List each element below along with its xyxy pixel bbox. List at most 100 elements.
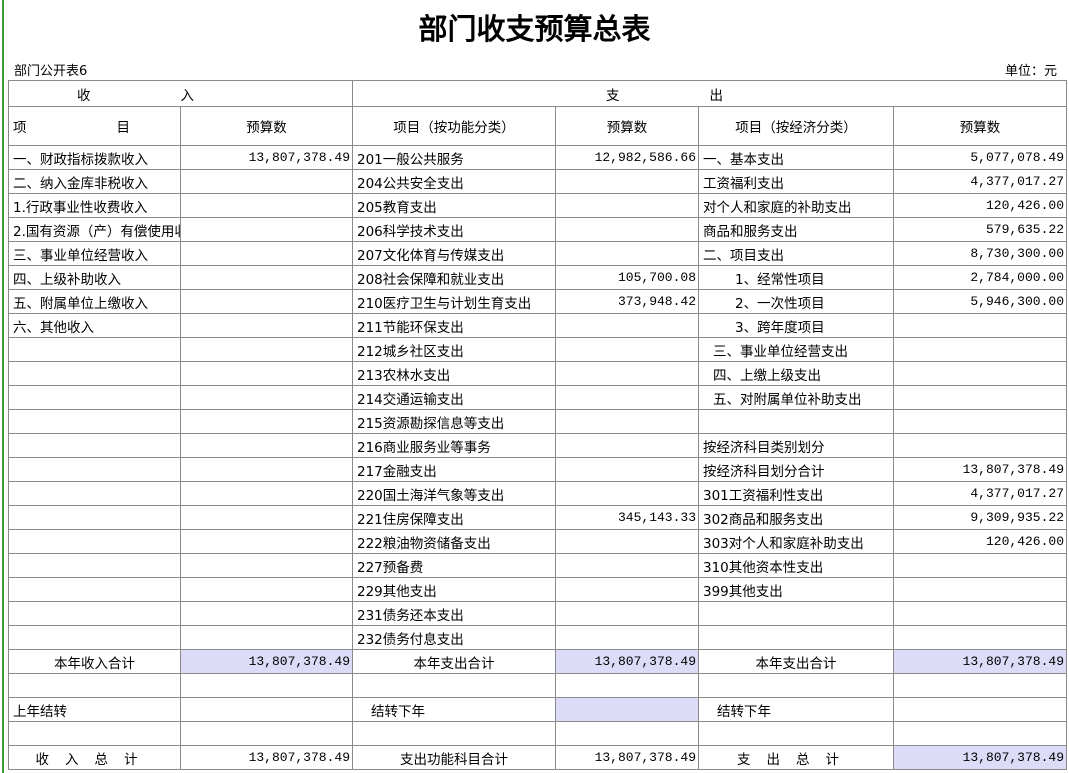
item-cell: 对个人和家庭的补助支出 xyxy=(698,193,894,218)
item-cell xyxy=(8,409,181,434)
amount-cell xyxy=(180,481,353,506)
amount-cell xyxy=(180,361,353,386)
item-cell xyxy=(8,337,181,362)
item-cell xyxy=(8,625,181,650)
amount-cell xyxy=(555,313,699,338)
item-cell xyxy=(8,505,181,530)
amount-cell: 8,730,300.00 xyxy=(893,241,1067,266)
item-cell: 二、项目支出 xyxy=(698,241,894,266)
item-cell xyxy=(8,385,181,410)
column-header: 项目（按功能分类） xyxy=(352,106,556,146)
table-row: 上年结转 结转下年 结转下年 xyxy=(8,697,1067,722)
amount-cell xyxy=(180,265,353,290)
amount-cell xyxy=(180,553,353,578)
empty-cell xyxy=(698,673,894,698)
item-cell: 结转下年 xyxy=(352,697,556,722)
amount-cell: 579,635.22 xyxy=(893,217,1067,242)
item-cell: 三、事业单位经营支出 xyxy=(698,337,894,362)
amount-cell: 5,077,078.49 xyxy=(893,145,1067,170)
item-cell: 1.行政事业性收费收入 xyxy=(8,193,181,218)
amount-cell xyxy=(555,409,699,434)
item-cell: 302商品和服务支出 xyxy=(698,505,894,530)
amount-cell xyxy=(180,217,353,242)
amount-cell: 373,948.42 xyxy=(555,289,699,314)
table-row: 本年收入合计 13,807,378.49 本年支出合计 13,807,378.49 本年… xyxy=(8,649,1067,674)
item-cell: 204公共安全支出 xyxy=(352,169,556,194)
item-cell: 220国土海洋气象等支出 xyxy=(352,481,556,506)
amount-cell xyxy=(180,697,353,722)
amount-cell: 12,982,586.66 xyxy=(555,145,699,170)
item-cell: 222粮油物资储备支出 xyxy=(352,529,556,554)
item-cell xyxy=(698,625,894,650)
amount-cell xyxy=(180,409,353,434)
table-row: 217金融支出 按经济科目划分合计 13,807,378.49 xyxy=(8,457,1067,482)
edge-line xyxy=(2,0,4,773)
table-row: 二、纳入金库非税收入 204公共安全支出 工资福利支出 4,377,017.27 xyxy=(8,169,1067,194)
item-cell: 三、事业单位经营收入 xyxy=(8,241,181,266)
amount-cell: 13,807,378.49 xyxy=(893,649,1067,674)
amount-cell xyxy=(180,289,353,314)
amount-cell xyxy=(555,361,699,386)
item-cell: 1、经常性项目 xyxy=(698,265,894,290)
group-header: 收入 xyxy=(8,80,353,107)
amount-cell: 4,377,017.27 xyxy=(893,169,1067,194)
amount-cell: 4,377,017.27 xyxy=(893,481,1067,506)
amount-cell: 13,807,378.49 xyxy=(180,649,353,674)
empty-cell xyxy=(893,673,1067,698)
amount-cell xyxy=(893,625,1067,650)
item-cell: 工资福利支出 xyxy=(698,169,894,194)
amount-cell xyxy=(893,361,1067,386)
item-cell: 二、纳入金库非税收入 xyxy=(8,169,181,194)
item-cell: 支出功能科目合计 xyxy=(352,745,556,770)
amount-cell xyxy=(555,601,699,626)
amount-cell xyxy=(555,457,699,482)
unit-label: 单位：元 xyxy=(1004,64,1057,79)
amount-cell: 105,700.08 xyxy=(555,265,699,290)
item-cell: 211节能环保支出 xyxy=(352,313,556,338)
amount-cell xyxy=(893,577,1067,602)
item-cell: 商品和服务支出 xyxy=(698,217,894,242)
amount-cell: 13,807,378.49 xyxy=(893,457,1067,482)
empty-cell xyxy=(893,721,1067,746)
empty-cell xyxy=(352,721,556,746)
item-cell: 217金融支出 xyxy=(352,457,556,482)
table-row: 一、财政指标拨款收入 13,807,378.49 201一般公共服务 12,982,5… xyxy=(8,145,1067,170)
item-cell: 六、其他收入 xyxy=(8,313,181,338)
item-cell: 一、基本支出 xyxy=(698,145,894,170)
amount-cell: 9,309,935.22 xyxy=(893,505,1067,530)
table-row: 2.国有资源（产）有偿使用收入 206科学技术支出 商品和服务支出579,635.2… xyxy=(8,217,1067,242)
item-cell: 按经济科目划分合计 xyxy=(698,457,894,482)
item-cell: 3、跨年度项目 xyxy=(698,313,894,338)
amount-cell xyxy=(555,193,699,218)
table-row xyxy=(8,673,1067,698)
amount-cell: 120,426.00 xyxy=(893,193,1067,218)
item-cell: 四、上级补助收入 xyxy=(8,265,181,290)
table-row: 收入 支出 xyxy=(8,80,1067,107)
amount-cell: 2,784,000.00 xyxy=(893,265,1067,290)
amount-cell: 13,807,378.49 xyxy=(555,745,699,770)
amount-cell xyxy=(555,241,699,266)
item-cell: 301工资福利性支出 xyxy=(698,481,894,506)
table-row: 229其他支出 399其他支出 xyxy=(8,577,1067,602)
amount-cell: 13,807,378.49 xyxy=(180,145,353,170)
amount-cell: 13,807,378.49 xyxy=(893,745,1067,770)
amount-cell xyxy=(555,385,699,410)
item-cell: 五、附属单位上缴收入 xyxy=(8,289,181,314)
column-header: 预算数 xyxy=(893,106,1067,146)
amount-cell xyxy=(180,625,353,650)
table-row: 214交通运输支出 五、对附属单位补助支出 xyxy=(8,385,1067,410)
item-cell: 2.国有资源（产）有偿使用收入 xyxy=(8,217,181,242)
item-cell: 本年支出合计 xyxy=(352,649,556,674)
item-cell: 上年结转 xyxy=(8,697,181,722)
item-cell: 一、财政指标拨款收入 xyxy=(8,145,181,170)
item-cell: 221住房保障支出 xyxy=(352,505,556,530)
item-cell: 四、上缴上级支出 xyxy=(698,361,894,386)
item-cell: 216商业服务业等事务 xyxy=(352,433,556,458)
amount-cell xyxy=(555,697,699,722)
column-header: 预算数 xyxy=(180,106,353,146)
amount-cell xyxy=(180,457,353,482)
table-row: 231债务还本支出 xyxy=(8,601,1067,626)
column-header: 项目（按经济分类） xyxy=(698,106,894,146)
amount-cell xyxy=(180,577,353,602)
